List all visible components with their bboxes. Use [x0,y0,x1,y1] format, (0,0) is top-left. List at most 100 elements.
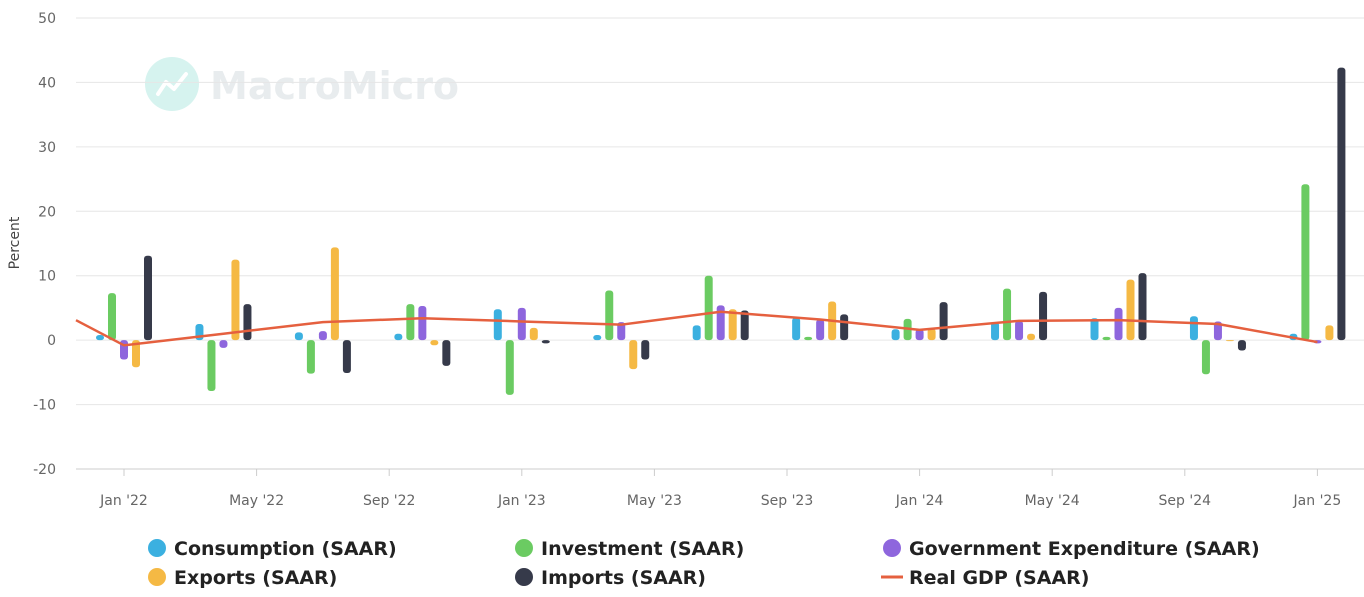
bar-investment-saar [1301,184,1310,341]
bar-investment-saar [108,293,116,341]
x-tick-label: May '24 [1025,493,1080,509]
legend-item-real-gdp-saar[interactable]: Real GDP (SAAR) [881,567,1089,589]
bar-consumption-saar [991,322,1000,341]
x-tick-label: Sep '23 [761,493,814,509]
y-axis-ticks: 50 40 30 20 10 0 -10 -20 [33,11,56,478]
bar-imports-saar [442,340,451,366]
chart-logo-icon [145,57,199,111]
bar-imports-saar [541,340,550,344]
x-tick-label: Jan '22 [99,493,148,509]
y-axis-label: Percent [7,216,23,269]
bar-exports-saar [1027,333,1036,341]
chart-logo-line-icon [156,72,188,96]
y-tick-label: -10 [33,398,56,414]
bar-government-expenditure-saar [418,305,427,341]
legend-label: Investment (SAAR) [541,538,744,560]
bar-imports-saar [740,310,749,341]
bar-exports-saar [927,328,936,341]
legend-label: Government Expenditure (SAAR) [909,538,1260,560]
bar-government-expenditure-saar [1213,321,1222,341]
bar-government-expenditure-saar [219,340,228,348]
gdp-line-layer [75,310,1318,347]
watermark: MacroMicro [145,57,459,111]
legend-label: Imports (SAAR) [541,567,706,589]
legend-label: Real GDP (SAAR) [909,567,1089,589]
bar-consumption-saar [294,332,303,341]
bar-exports-saar [1225,340,1234,342]
bar-government-expenditure-saar [1015,320,1024,341]
bar-exports-saar [728,309,737,341]
x-axis: Jan '22 May '22 Sep '22 Jan '23 May '23 Sep '… [76,468,1364,509]
bar-investment-saar [1003,288,1012,341]
bar-exports-saar [430,340,439,346]
legend-label: Consumption (SAAR) [174,538,397,560]
bar-investment-saar [1102,336,1111,341]
bar-exports-saar [629,340,638,370]
bar-investment-saar [804,336,813,341]
y-tick-label: 30 [38,140,56,156]
bar-government-expenditure-saar [1114,307,1123,341]
bar-government-expenditure-saar [517,307,526,341]
y-tick-label: 20 [38,204,56,220]
bar-exports-saar [1325,325,1334,341]
bar-government-expenditure-saar [617,322,626,341]
bar-imports-saar [840,314,849,341]
legend-item-consumption-saar[interactable]: Consumption (SAAR) [148,538,397,560]
bar-exports-saar [231,259,240,341]
bar-investment-saar [605,290,614,341]
bar-consumption-saar [692,325,701,341]
y-tick-label: 40 [38,75,56,91]
bar-government-expenditure-saar [915,329,924,341]
bar-imports-saar [641,340,650,360]
bar-consumption-saar [96,334,104,341]
bar-imports-saar [1039,291,1048,341]
bar-imports-saar [243,304,252,341]
bar-consumption-saar [493,309,502,341]
legend-item-government-expenditure-saar[interactable]: Government Expenditure (SAAR) [883,538,1260,560]
bar-consumption-saar [1090,318,1099,341]
bar-imports-saar [1138,273,1147,341]
y-tick-label: -20 [33,462,56,478]
x-tick-label: Sep '22 [363,493,416,509]
x-tick-label: May '22 [229,493,284,509]
legend-item-investment-saar[interactable]: Investment (SAAR) [515,538,744,560]
y-tick-label: 0 [47,333,56,349]
bar-exports-saar [330,247,339,341]
legend: Consumption (SAAR) Investment (SAAR) Gover… [148,538,1260,589]
bar-investment-saar [207,340,216,392]
bar-consumption-saar [1189,316,1198,341]
bar-investment-saar [406,304,415,341]
x-tick-label: May '23 [627,493,682,509]
bar-imports-saar [342,340,351,374]
bar-investment-saar [704,275,713,341]
watermark-text: MacroMicro [210,64,459,108]
line-real-gdp [75,310,1318,347]
x-tick-label: Jan '25 [1293,493,1342,509]
bar-exports-saar [1126,279,1135,341]
bar-imports-saar [939,302,948,341]
bar-investment-saar [505,340,514,395]
y-tick-label: 10 [38,269,56,285]
bar-government-expenditure-saar [318,331,327,341]
legend-item-imports-saar[interactable]: Imports (SAAR) [515,567,706,589]
x-tick-label: Jan '23 [497,493,546,509]
bar-consumption-saar [394,333,403,341]
bar-exports-saar [529,327,538,341]
legend-label: Exports (SAAR) [174,567,337,589]
legend-symbol [148,539,166,557]
bar-consumption-saar [593,334,602,341]
x-tick-label: Jan '24 [895,493,944,509]
x-tick-label: Sep '24 [1159,493,1212,509]
bar-investment-saar [306,340,315,374]
y-tick-label: 50 [38,11,56,27]
bar-consumption-saar [891,329,900,341]
bar-government-expenditure-saar [716,305,725,341]
bar-exports-saar [132,340,140,368]
legend-symbol [148,568,166,586]
bar-government-expenditure-saar [816,319,825,341]
legend-symbol [515,539,533,557]
bar-investment-saar [1201,340,1210,375]
bars [96,67,1346,395]
legend-item-exports-saar[interactable]: Exports (SAAR) [148,567,337,589]
